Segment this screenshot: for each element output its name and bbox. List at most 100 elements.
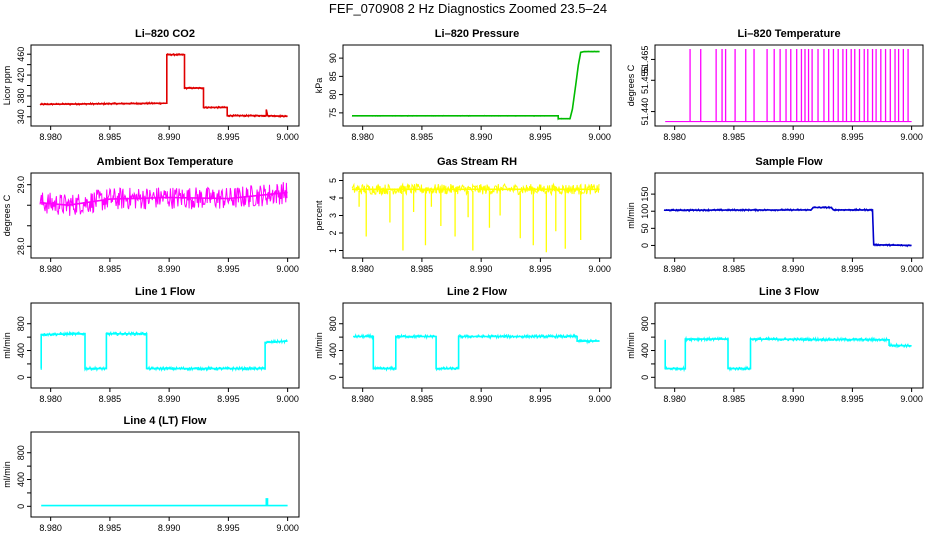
plot-frame [30,172,300,259]
x-tick-label: 9.000 [276,132,299,142]
panel-title: Line 3 Flow [759,286,819,298]
y-tick-label: 460 [16,47,26,62]
x-tick-label: 9.000 [588,132,611,142]
y-tick-label: 0 [328,375,338,380]
x-tick-label: 9.000 [900,132,923,142]
y-tick-label: 80 [328,90,338,100]
x-tick-label: 8.990 [158,132,181,142]
y-tick-label: 51.465 [640,46,650,74]
chart-panel-9: Line 3 Flow 8.980 8.985 8.990 8.995 9.000 0 400… [626,286,924,404]
y-axis-label: ml/min [2,332,12,359]
chart-panel-8: Line 2 Flow 8.980 8.985 8.990 8.995 9.000 0 400… [314,286,612,404]
panel-title: Line 4 (LT) Flow [124,415,207,427]
series-noise [351,50,600,121]
x-tick-label: 8.985 [723,132,746,142]
x-tick-label: 8.990 [782,264,805,274]
panel-title: Li–820 Pressure [435,28,519,40]
plot-frame [30,44,300,127]
x-tick-label: 8.990 [470,132,493,142]
x-tick-label: 8.980 [663,132,686,142]
series-noise [39,182,288,216]
y-tick-label: 400 [16,472,26,487]
x-tick-label: 8.985 [411,264,434,274]
plot-frame [342,302,612,389]
x-tick-label: 8.980 [39,523,62,533]
x-tick-label: 9.000 [276,523,299,533]
y-axis-label: percent [314,200,324,231]
x-tick-label: 8.985 [99,132,122,142]
y-axis-label: degrees C [626,64,636,106]
y-tick-label: 0 [16,375,26,380]
y-tick-label: 85 [328,71,338,81]
x-tick-label: 8.990 [158,523,181,533]
y-axis-label: kPa [314,78,324,94]
series-line [663,206,912,247]
y-tick-label: 2 [328,230,338,235]
panel-title: Li–820 Temperature [737,28,840,40]
x-tick-label: 8.985 [99,523,122,533]
y-tick-label: 5 [328,178,338,183]
x-tick-label: 9.000 [588,394,611,404]
x-tick-label: 9.000 [900,394,923,404]
x-tick-label: 8.990 [470,264,493,274]
x-tick-label: 8.985 [99,264,122,274]
y-tick-label: 800 [16,445,26,460]
x-tick-label: 8.990 [782,132,805,142]
y-tick-label: 0 [640,375,650,380]
series-noise [353,332,600,372]
series-line [664,338,912,370]
x-tick-label: 8.985 [411,132,434,142]
y-tick-label: 28.0 [16,238,26,256]
x-tick-label: 8.980 [39,264,62,274]
chart-panel-1: Li–820 CO2 8.980 8.985 8.990 8.995 9.000 340 38… [2,28,300,142]
panel-title: Li–820 CO2 [135,28,195,40]
panel-title: Line 1 Flow [135,286,195,298]
x-tick-label: 8.980 [663,264,686,274]
x-tick-label: 8.990 [782,394,805,404]
x-tick-label: 9.000 [276,264,299,274]
x-tick-label: 8.980 [39,394,62,404]
x-tick-label: 8.985 [723,264,746,274]
chart-panel-5: Gas Stream RH 8.980 8.985 8.990 8.995 9.000 1 2… [314,156,612,274]
x-tick-label: 8.995 [841,264,864,274]
series-line [41,498,288,507]
y-tick-label: 51.455 [640,67,650,95]
y-tick-label: 0 [16,504,26,509]
y-tick-label: 1 [328,248,338,253]
y-tick-label: 100 [640,204,650,219]
series-noise [39,52,288,119]
y-tick-label: 3 [328,213,338,218]
plot-frame [30,302,300,389]
y-tick-label: 400 [640,343,650,358]
y-tick-label: 800 [640,316,650,331]
x-tick-label: 8.980 [351,264,374,274]
panel-title: Ambient Box Temperature [97,156,234,168]
y-tick-label: 4 [328,195,338,200]
figure-title: FEF_070908 2 Hz Diagnostics Zoomed 23.5–… [328,1,608,16]
series-noise [664,335,912,373]
chart-panel-7: Line 1 Flow 8.980 8.985 8.990 8.995 9.000 0 400… [2,286,300,404]
y-axis-label: degrees C [2,194,12,236]
x-tick-label: 8.995 [529,394,552,404]
y-tick-label: 29.0 [16,176,26,194]
x-tick-label: 8.985 [723,394,746,404]
x-tick-label: 8.980 [351,394,374,404]
series-line [39,53,288,118]
series-line [39,191,288,207]
y-tick-label: 340 [16,109,26,124]
y-tick-label: 400 [16,343,26,358]
x-tick-label: 8.995 [217,264,240,274]
y-axis-label: ml/min [2,461,12,488]
x-tick-label: 8.980 [663,394,686,404]
y-tick-label: 75 [328,108,338,118]
y-tick-label: 51.440 [640,98,650,126]
x-tick-label: 8.995 [217,132,240,142]
y-tick-label: 90 [328,53,338,63]
series-line [353,335,600,370]
y-tick-label: 800 [328,316,338,331]
chart-panel-4: Ambient Box Temperature 8.980 8.985 8.990 8.… [2,156,300,274]
plot-frame [654,44,924,127]
x-tick-label: 8.990 [158,394,181,404]
